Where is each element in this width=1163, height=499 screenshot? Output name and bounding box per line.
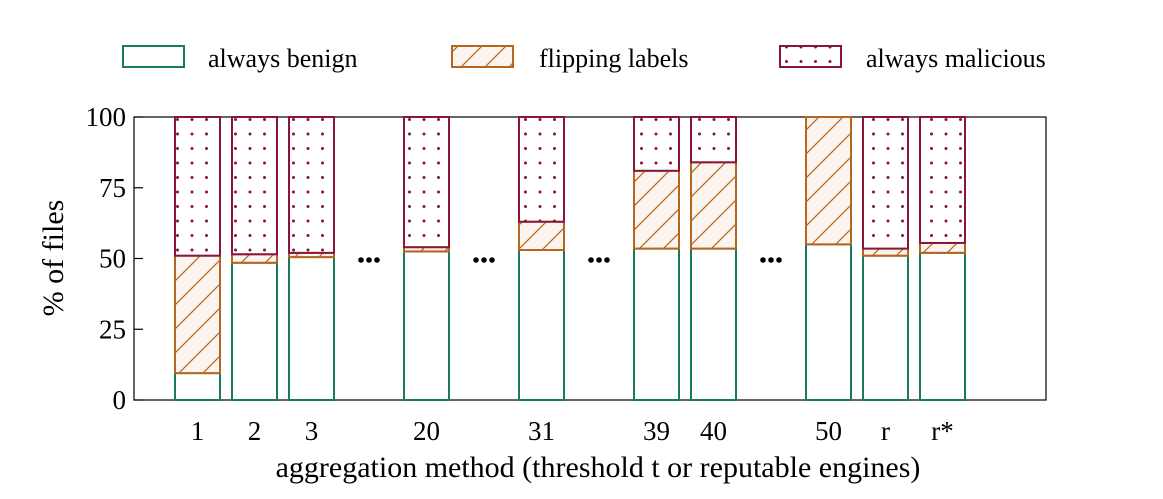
ellipsis-dot	[481, 257, 487, 263]
bar-segment-flipping-labels	[174, 254, 221, 375]
y-tick-label: 0	[113, 385, 127, 415]
x-tick-label: 50	[815, 416, 842, 446]
x-axis: 1 2 3 20 31 39 40 50 r r*	[191, 416, 954, 446]
y-tick-label: 25	[99, 314, 126, 344]
gap-ellipsis	[358, 257, 380, 263]
ellipsis-dot	[604, 257, 610, 263]
bar-segment-always-malicious	[633, 116, 680, 172]
bar-segment-always-malicious	[862, 116, 909, 250]
legend-swatch	[779, 45, 842, 68]
legend-swatch	[451, 45, 514, 68]
bar-segment-always-benign	[919, 251, 966, 401]
ellipsis-dot	[489, 257, 495, 263]
y-tick-label: 75	[99, 173, 126, 203]
legend-item-always-benign: always benign	[122, 44, 357, 73]
bar-segment-always-malicious	[518, 116, 565, 223]
ellipsis-dot	[596, 257, 602, 263]
bar-segment-always-malicious	[919, 116, 966, 244]
x-tick-label: 1	[191, 416, 205, 446]
x-tick-label: 40	[700, 416, 727, 446]
bar-segment-always-malicious	[174, 116, 221, 257]
x-tick-label: 3	[305, 416, 319, 446]
legend: always benign flipping labels always malic…	[122, 44, 1046, 73]
legend-label: always benign	[208, 44, 357, 73]
legend-item-flipping-labels: flipping labels	[451, 44, 688, 73]
bar-segment-flipping-labels	[633, 169, 680, 250]
legend-item-always-malicious: always malicious	[779, 44, 1046, 73]
bar-segment-always-benign	[231, 261, 278, 401]
bar-segment-always-benign	[288, 256, 335, 401]
bar-segment-flipping-labels	[690, 161, 737, 250]
ellipsis-dot	[588, 257, 594, 263]
x-tick-label: 39	[643, 416, 670, 446]
ellipsis-dot	[760, 257, 766, 263]
x-tick-label: 20	[413, 416, 440, 446]
x-tick-label: 2	[248, 416, 262, 446]
bar-segment-always-malicious	[288, 116, 335, 254]
legend-label: always malicious	[866, 44, 1046, 73]
ellipsis-dot	[358, 257, 364, 263]
y-axis-title: % of files	[37, 200, 70, 317]
legend-label: flipping labels	[539, 44, 688, 73]
x-axis-title: aggregation method (threshold t or reput…	[276, 451, 921, 484]
y-tick-label: 100	[86, 102, 127, 132]
bar-segment-flipping-labels	[862, 247, 909, 257]
bar-segment-flipping-labels	[231, 253, 278, 264]
bar-segment-flipping-labels	[518, 220, 565, 252]
ellipsis-dot	[768, 257, 774, 263]
bar-segment-always-benign	[174, 372, 221, 401]
bar-segment-flipping-labels	[919, 241, 966, 254]
y-tick-label: 50	[99, 244, 126, 274]
bar-segment-always-benign	[690, 247, 737, 401]
bar-segment-always-benign	[862, 254, 909, 401]
y-axis: 0 25 50 75 100	[86, 102, 143, 415]
legend-swatch	[122, 45, 185, 68]
x-tick-label: 31	[528, 416, 555, 446]
bar-segment-always-benign	[805, 243, 852, 401]
bar-segment-always-malicious	[690, 116, 737, 164]
bar-segment-always-benign	[518, 249, 565, 401]
bar-segment-always-benign	[633, 247, 680, 401]
bar-segment-always-malicious	[403, 116, 450, 249]
x-tick-label: r*	[931, 416, 954, 446]
bar-segment-always-malicious	[231, 116, 278, 256]
ellipsis-dot	[473, 257, 479, 263]
ellipsis-dot	[374, 257, 380, 263]
bar-segment-flipping-labels	[805, 116, 852, 246]
gap-ellipsis	[588, 257, 610, 263]
gap-ellipsis	[473, 257, 495, 263]
ellipsis-dot	[776, 257, 782, 263]
gap-ellipsis	[760, 257, 782, 263]
ellipsis-dot	[366, 257, 372, 263]
bar-segment-always-benign	[403, 250, 450, 401]
plot-area	[133, 116, 1047, 401]
x-tick-label: r	[881, 416, 890, 446]
